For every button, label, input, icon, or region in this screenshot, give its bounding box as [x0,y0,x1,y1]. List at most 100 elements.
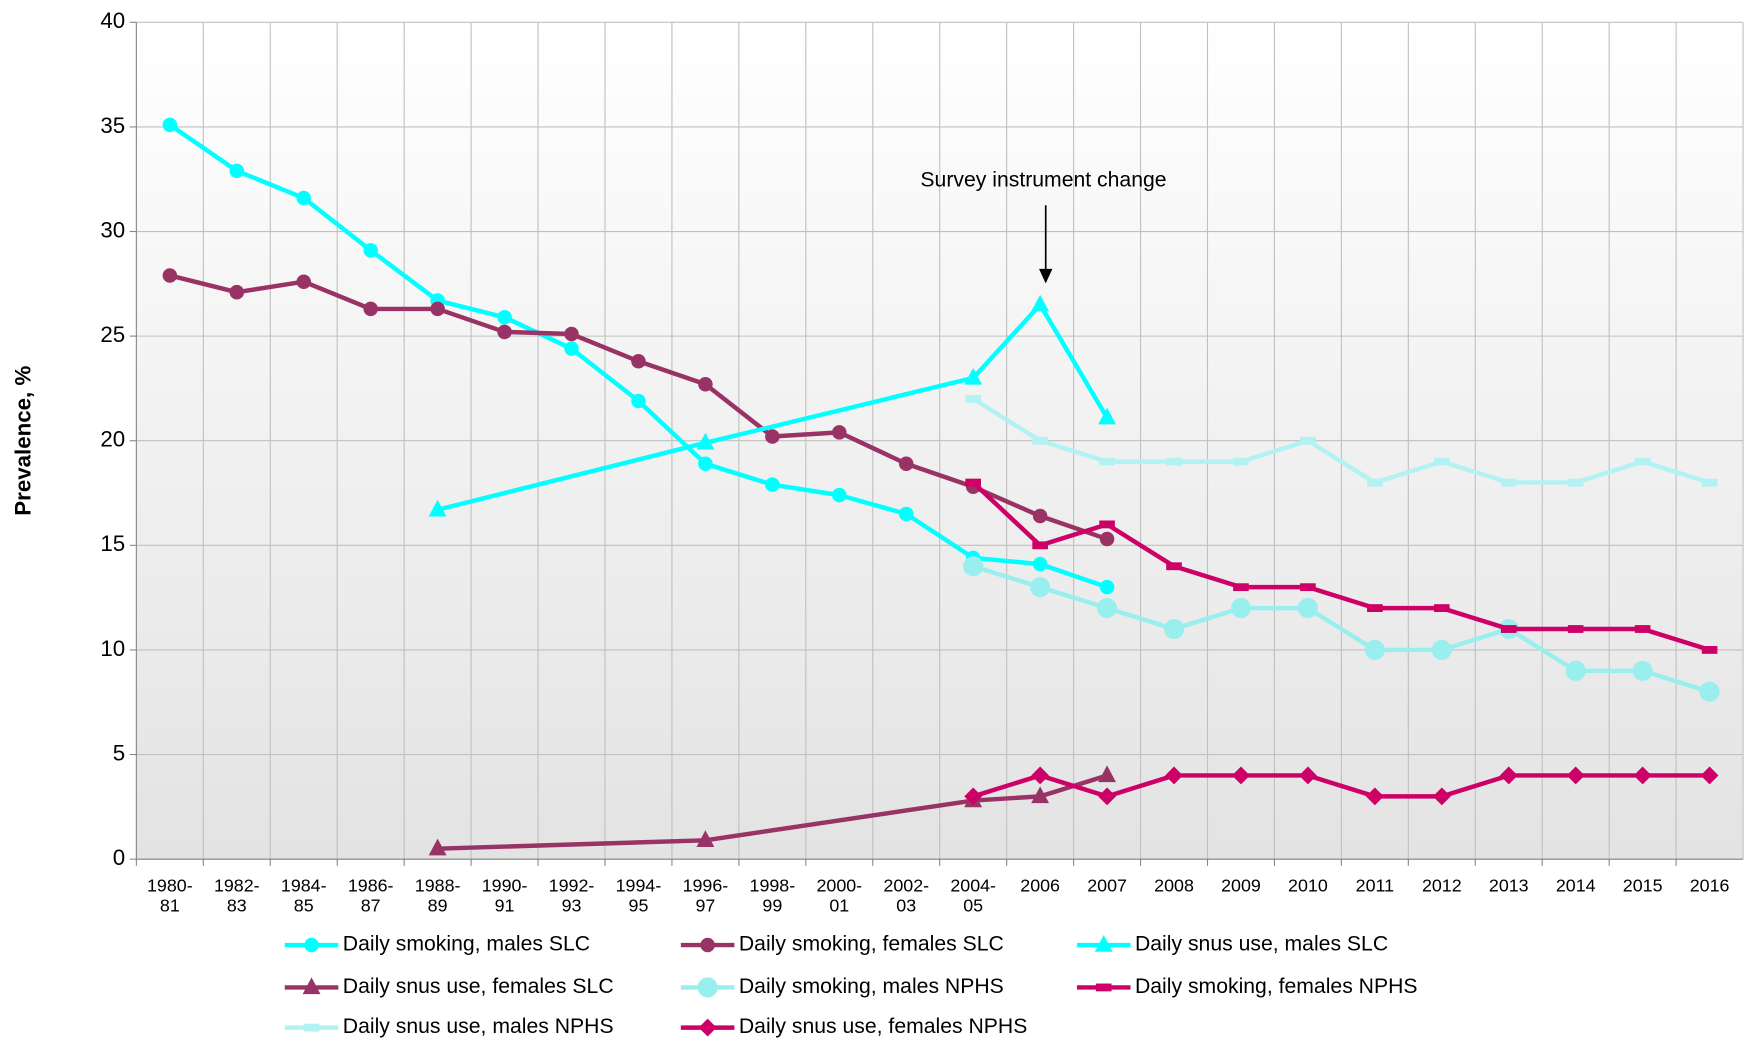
point [229,163,245,179]
point [832,425,847,440]
x-tick-label-box: 2013 [1489,877,1529,896]
x-tick-label: 1996-97 [682,876,729,917]
point [1567,625,1584,633]
point [1566,766,1585,785]
x-tick-label: 1998-99 [749,876,796,917]
x-tick-label: 2006 [1020,876,1060,896]
legend-label: Daily snus use, males NPHS [343,1015,614,1038]
point [564,341,579,356]
x-tick-label-box: 2015 [1623,877,1663,896]
x-tick-label: 2014 [1555,876,1596,896]
point [1633,766,1652,785]
x-tick-label-box: 1984-85 [281,877,327,916]
point [1098,787,1117,806]
point [428,838,447,856]
annotation-arrowhead [1039,268,1053,284]
x-tick-label-box: 2016 [1689,876,1730,896]
point [1230,598,1252,619]
point [698,1018,717,1037]
point [765,477,780,492]
y-tick-label: 5 [113,740,125,765]
point [497,324,512,340]
annotation: Survey instrument change [920,168,1166,191]
legend-item: Daily snus use, males SLC [1076,933,1388,956]
point [1031,786,1050,804]
point [1166,562,1182,571]
point [162,268,178,283]
x-tick-label-box: 1982-83 [214,877,260,916]
point [229,284,245,300]
y-tick-label: 30 [100,217,125,242]
point [1030,577,1051,598]
legend-label: Daily smoking, females NPHS [1135,975,1418,998]
point [1233,583,1249,592]
point [1099,579,1115,595]
x-tick-label: 2007 [1087,876,1127,896]
point [1701,478,1718,487]
x-tick-label-box: 2011 [1355,876,1395,896]
x-tick-label: 2016 [1689,876,1730,896]
point [1499,766,1518,785]
point [1632,660,1653,681]
legend-item: Daily snus use, females SLC [284,975,614,998]
point [1433,604,1450,612]
series-line [971,480,1711,653]
point [698,456,713,471]
x-tick-label: 2000-01 [816,876,863,917]
point [1032,436,1048,445]
point [1699,681,1720,702]
point [303,1023,320,1032]
point [1098,407,1117,425]
point [1431,639,1452,660]
point [304,937,319,953]
legend-label: Daily snus use, males SLC [1135,933,1388,956]
point [696,830,715,847]
x-tick-label: 1994-95 [615,876,662,917]
point [1032,556,1048,572]
point [1095,983,1112,992]
point [1500,625,1517,633]
x-tick-label: 1980-81 [147,876,193,917]
point [1432,787,1451,806]
point [631,353,646,369]
point [1433,457,1450,466]
y-tick-label: 25 [100,322,125,347]
legend-label: Daily snus use, females SLC [343,975,614,998]
x-tick-label: 2002-03 [883,876,930,917]
point [1099,457,1115,466]
legend-item: Daily smoking, females NPHS [1076,975,1418,998]
point [631,393,646,409]
x-tick-label-box: 1986-87 [347,876,394,917]
point [1163,618,1185,640]
point [697,977,718,998]
x-tick-label-box: 1980-81 [147,876,193,917]
x-tick-label-box: 2002-03 [883,876,930,917]
point [302,977,321,995]
point [1165,766,1183,785]
series-line [972,564,1711,694]
point [1365,787,1384,806]
x-tick-label: 2004-05 [950,876,997,917]
point [1099,531,1115,547]
point [832,487,847,503]
point [363,301,378,317]
point [1300,583,1316,592]
point [1634,457,1651,466]
point [1094,935,1113,952]
x-tick-label-box: 2008 [1154,877,1194,896]
x-tick-label-box: 1992-93 [549,877,595,916]
point [162,117,178,133]
point [497,310,512,325]
x-tick-label-box: 2014 [1555,876,1596,896]
point [1700,766,1719,785]
point [428,499,447,517]
x-tick-label: 1986-87 [347,876,394,917]
point [964,367,983,385]
x-tick-label: 2011 [1355,876,1395,896]
point [363,243,378,258]
point [1098,765,1117,783]
x-tick-label-box: 2007 [1087,876,1127,896]
point [1031,294,1050,312]
legend-item: Daily smoking, males SLC [284,933,590,956]
